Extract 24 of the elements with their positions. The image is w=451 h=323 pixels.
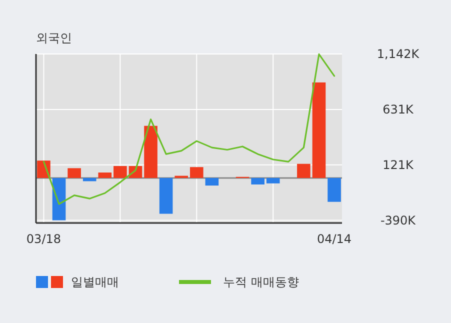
bar <box>52 178 66 220</box>
bar <box>114 166 127 178</box>
y-tick-label: -390K <box>380 213 417 228</box>
bar <box>297 164 310 178</box>
x-tick-label: 03/18 <box>26 232 62 246</box>
y-tick-label: 631K <box>382 102 415 117</box>
y-tick-label: 121K <box>382 158 415 172</box>
bar <box>144 126 158 178</box>
bar <box>68 168 81 178</box>
chart-title: 외국인 <box>36 31 72 45</box>
bar <box>98 172 112 178</box>
line-series <box>42 53 336 205</box>
y-tick-label: 1,142K <box>376 47 420 62</box>
x-tick-label: 04/14 <box>316 232 352 246</box>
legend-label: 누적 매매동향 <box>223 275 299 290</box>
bar <box>159 178 173 214</box>
bar <box>266 178 280 184</box>
bar <box>205 178 219 186</box>
bar <box>251 178 264 184</box>
bar <box>82 178 96 182</box>
legend-label: 일별매매 <box>71 275 119 290</box>
bar <box>190 167 204 178</box>
bar <box>328 178 341 202</box>
bar <box>312 82 326 178</box>
